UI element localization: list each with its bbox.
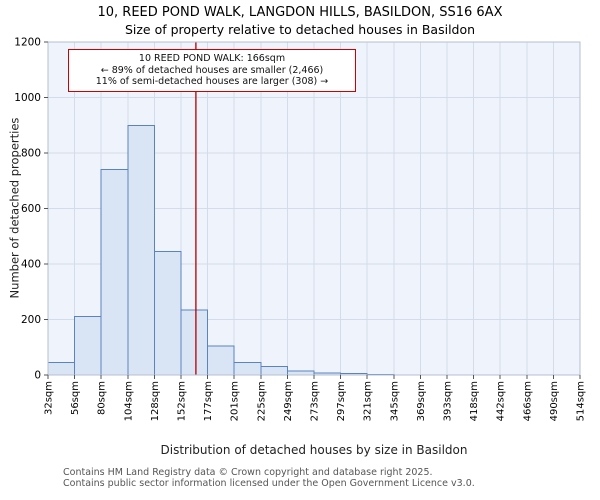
y-tick-label: 1200 (14, 37, 41, 49)
histogram-bar (100, 169, 129, 376)
histogram-bar (47, 362, 76, 376)
x-tick-label: 442sqm (496, 381, 507, 421)
histogram-bar (260, 366, 288, 376)
y-tick-label: 400 (21, 259, 41, 271)
chart-subtitle: Size of property relative to detached ho… (124, 22, 476, 37)
annotation-box: 10 REED POND WALK: 166sqm ← 89% of detac… (68, 49, 356, 92)
y-tick-label: 200 (21, 314, 41, 326)
annotation-line-1: 10 REED POND WALK: 166sqm (138, 53, 286, 64)
histogram-bar (233, 362, 262, 376)
histogram-bar (286, 370, 315, 376)
x-tick-label: 490sqm (549, 381, 560, 421)
x-tick-label: 80sqm (97, 381, 108, 415)
y-axis-label: Number of detached properties (7, 117, 22, 299)
y-tick-label: 600 (21, 203, 41, 215)
histogram-bar (127, 124, 155, 376)
y-tick-label: 0 (34, 370, 41, 382)
x-tick-label: 32sqm (44, 381, 55, 415)
x-tick-label: 201sqm (230, 381, 241, 421)
x-tick-label: 418sqm (469, 381, 480, 421)
footer-line-1: Contains HM Land Registry data © Crown c… (63, 467, 433, 478)
y-tick-label: 800 (21, 148, 41, 160)
x-axis-label: Distribution of detached houses by size … (160, 443, 468, 457)
footer: Contains HM Land Registry data © Crown c… (63, 467, 475, 489)
x-tick-label: 249sqm (283, 381, 294, 421)
x-tick-label: 177sqm (203, 381, 214, 421)
x-tick-label: 104sqm (123, 381, 134, 421)
histogram-bar (180, 309, 209, 376)
histogram-bar (207, 345, 235, 376)
x-tick-label: 514sqm (576, 381, 587, 421)
x-tick-label: 56sqm (70, 381, 81, 415)
footer-line-2: Contains public sector information licen… (63, 477, 475, 489)
x-tick-label: 321sqm (363, 381, 374, 421)
x-tick-label: 345sqm (389, 381, 400, 421)
histogram-bar (74, 316, 102, 376)
annotation-line-3: 11% of semi-detached houses are larger (… (95, 76, 329, 87)
x-tick-label: 466sqm (522, 381, 533, 421)
chart-title: 10, REED POND WALK, LANGDON HILLS, BASIL… (97, 5, 503, 20)
x-tick-label: 152sqm (177, 381, 188, 421)
x-tick-label: 297sqm (336, 381, 347, 421)
annotation-line-2: ← 89% of detached houses are smaller (2,… (100, 64, 324, 76)
histogram-bar (153, 251, 182, 376)
y-tick-label: 1000 (14, 92, 41, 104)
x-tick-label: 273sqm (310, 381, 321, 421)
x-tick-label: 225sqm (256, 381, 267, 421)
x-tick-label: 128sqm (150, 381, 161, 421)
x-tick-label: 393sqm (443, 381, 454, 421)
x-tick-label: 369sqm (416, 381, 427, 421)
